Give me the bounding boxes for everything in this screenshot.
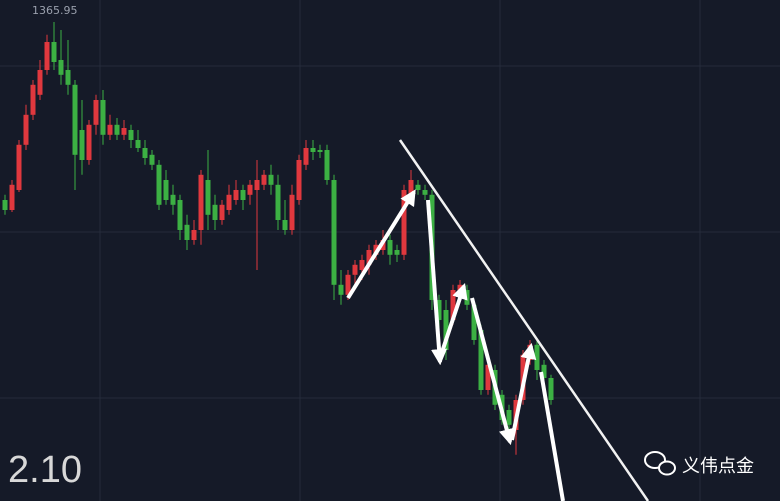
candle-body (296, 160, 302, 200)
candle-body (366, 250, 372, 265)
candle-body (233, 190, 239, 200)
candle-body (170, 194, 176, 205)
candle-body (415, 184, 421, 190)
arrow (510, 342, 537, 441)
candle-body (478, 330, 484, 390)
candle-body (275, 184, 281, 220)
candle-body (65, 70, 71, 85)
candle-body (310, 148, 316, 152)
candle-body (198, 174, 204, 230)
trend-line (398, 139, 650, 501)
candle-body (401, 190, 407, 255)
candle-body (345, 274, 351, 295)
candle-body (422, 190, 428, 195)
candle-body (506, 410, 512, 425)
candle-body (58, 60, 64, 75)
arrow (470, 297, 515, 446)
candle-body (44, 42, 50, 70)
candle-body (30, 84, 36, 115)
candle-body (114, 124, 120, 135)
candle-body (485, 364, 491, 390)
candle-body (254, 180, 260, 190)
candle-body (9, 184, 15, 210)
candle-body (317, 150, 323, 152)
arrow (346, 189, 416, 300)
candle-body (121, 128, 127, 135)
candle-body (2, 200, 8, 210)
candle-body (191, 230, 197, 240)
candle-body (240, 190, 246, 200)
candle-body (79, 130, 85, 160)
candle-body (436, 300, 442, 320)
arrow (539, 371, 565, 501)
candle-body (86, 124, 92, 160)
candle-body (408, 180, 414, 195)
candle-body (352, 264, 358, 275)
candle-body (37, 70, 43, 95)
candle-body (128, 130, 134, 140)
candle-body (282, 220, 288, 230)
arrows (346, 189, 565, 501)
candle-body (23, 114, 29, 145)
candle-body (443, 310, 449, 350)
wechat-icon (644, 451, 676, 476)
candle-body (93, 100, 99, 125)
candle-body (331, 180, 337, 285)
candle-body (268, 174, 274, 185)
candle-body (394, 250, 400, 255)
date-label: 2.10 (8, 449, 82, 491)
candle-body (303, 148, 309, 165)
candle-body (212, 204, 218, 220)
arrow (426, 199, 448, 366)
candle-body (100, 100, 106, 135)
candle-body (359, 260, 365, 270)
candle-body (163, 180, 169, 200)
candle-body (261, 174, 267, 185)
watermark: 义伟点金 (682, 456, 754, 477)
candle-body (338, 284, 344, 295)
candle-body (72, 84, 78, 155)
candle-body (247, 184, 253, 195)
candle-body (548, 378, 554, 400)
candle-body (534, 344, 540, 370)
candle-body (142, 148, 148, 158)
candle-body (464, 290, 470, 305)
arrow (440, 282, 468, 353)
max-price-label: 1365.95 (32, 4, 78, 17)
candle-body (387, 240, 393, 255)
candle-body (289, 194, 295, 230)
candle-body (16, 144, 22, 190)
candle-body (135, 140, 141, 148)
candle-body (149, 154, 155, 165)
candle-body (107, 124, 113, 135)
candle-body (205, 180, 211, 215)
candle-body (177, 200, 183, 230)
candle-body (219, 204, 225, 220)
candle-body (226, 194, 232, 210)
candle-body (324, 150, 330, 180)
candle-body (184, 224, 190, 240)
candle-body (156, 164, 162, 205)
candle-body (541, 364, 547, 378)
candle-body (450, 290, 456, 320)
candle-body (51, 42, 57, 62)
candle-body (471, 304, 477, 340)
